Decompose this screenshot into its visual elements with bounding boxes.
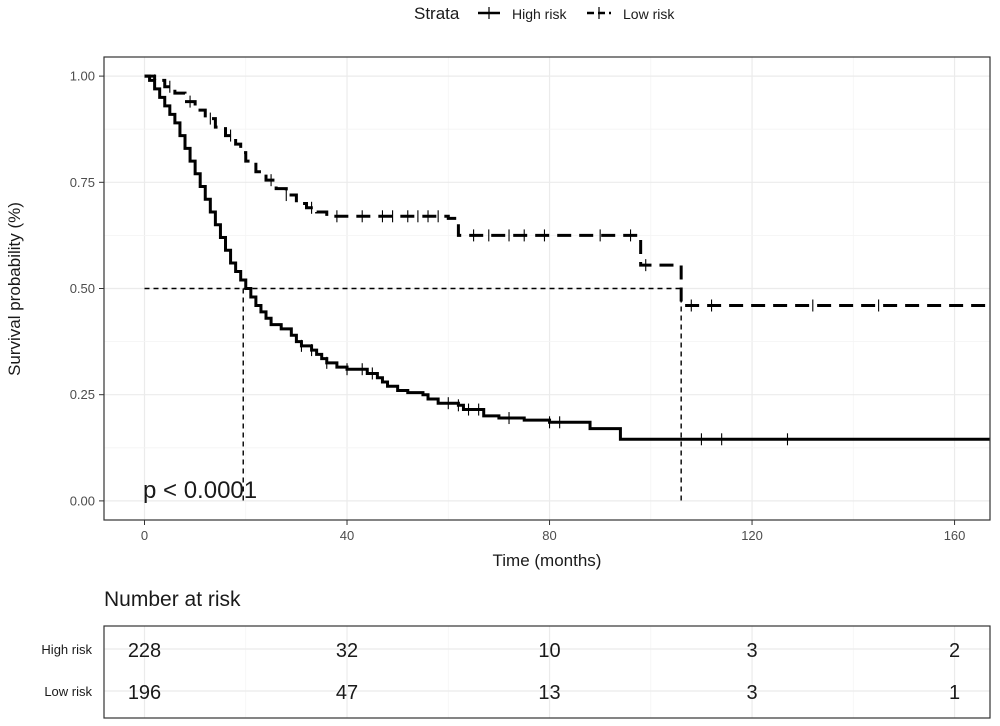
x-axis: 0 40 80 120 160	[141, 520, 966, 543]
y-tick-label: 0.75	[70, 175, 95, 190]
risk-count-cell: 13	[538, 682, 560, 704]
risk-count-cell: 47	[336, 682, 358, 704]
x-tick-label: 40	[340, 528, 354, 543]
risk-count-cell: 3	[746, 682, 757, 704]
risk-count-cell: 32	[336, 640, 358, 662]
y-axis-title: Survival probability (%)	[5, 202, 24, 376]
series-line-low-risk	[144, 74, 990, 307]
risk-count-cell: 2	[949, 640, 960, 662]
legend-key-low-risk	[587, 7, 611, 19]
risk-count-cell: 196	[128, 682, 161, 704]
legend-label-high-risk: High risk	[512, 6, 567, 22]
risk-count-cell: 1	[949, 682, 960, 704]
risk-count-cell: 10	[538, 640, 560, 662]
legend: Strata High risk Low risk	[414, 4, 675, 23]
y-tick-label: 0.25	[70, 387, 95, 402]
risk-count-cell: 228	[128, 640, 161, 662]
risk-table-grid	[104, 626, 990, 718]
legend-title: Strata	[414, 4, 460, 23]
risk-table-border	[103, 625, 991, 719]
x-tick-label: 0	[141, 528, 148, 543]
legend-label-low-risk: Low risk	[623, 6, 675, 22]
y-axis: 0.00 0.25 0.50 0.75 1.00	[70, 69, 104, 508]
p-value-annotation: p < 0.0001	[143, 477, 257, 504]
x-axis-title: Time (months)	[493, 551, 602, 570]
risk-row-label-low: Low risk	[44, 684, 92, 699]
survival-curves	[144, 74, 990, 446]
y-tick-label: 1.00	[70, 69, 95, 84]
series-line-high-risk	[144, 74, 990, 441]
x-tick-label: 120	[741, 528, 763, 543]
risk-row-label-high: High risk	[41, 642, 92, 657]
risk-count-cell: 3	[746, 640, 757, 662]
x-tick-label: 80	[542, 528, 556, 543]
x-tick-label: 160	[944, 528, 966, 543]
y-tick-label: 0.00	[70, 493, 95, 508]
legend-key-high-risk	[478, 7, 500, 19]
y-tick-label: 0.50	[70, 281, 95, 296]
risk-table-title: Number at risk	[104, 588, 241, 611]
